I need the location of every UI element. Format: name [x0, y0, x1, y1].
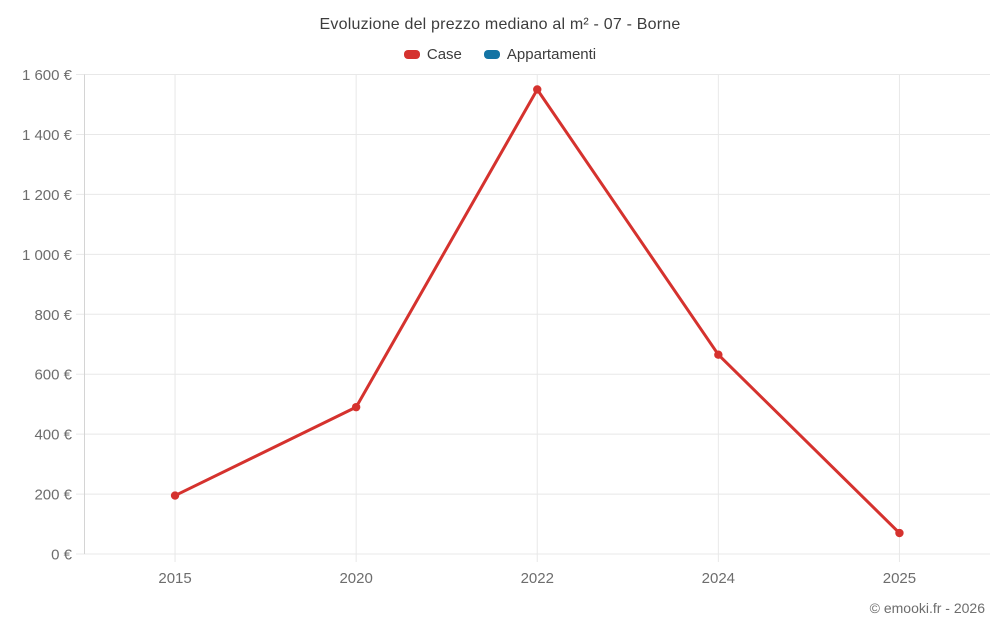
y-axis-tick-label: 1 200 €: [22, 187, 73, 204]
legend-swatch-appartamenti: [483, 50, 500, 59]
chart-legend: Case Appartamenti: [0, 46, 1000, 63]
y-axis-tick-label: 1 600 €: [22, 67, 73, 84]
y-axis-tick-label: 600 €: [34, 367, 72, 384]
x-axis-tick-label: 2025: [883, 570, 916, 587]
data-point-case-2024[interactable]: [714, 350, 723, 359]
legend-label-case: Case: [426, 46, 462, 63]
y-axis-tick-label: 0 €: [51, 547, 73, 564]
y-axis-tick-label: 1 000 €: [22, 247, 73, 264]
copyright-credit[interactable]: © emooki.fr - 2026: [869, 600, 985, 616]
legend-item-appartamenti[interactable]: Appartamenti: [483, 46, 597, 63]
data-point-case-2020[interactable]: [351, 402, 361, 412]
legend-item-case[interactable]: Case: [403, 46, 462, 63]
data-point-case-2022[interactable]: [533, 85, 542, 94]
data-point-case-2025[interactable]: [895, 528, 904, 538]
y-axis-tick-label: 200 €: [34, 487, 72, 504]
x-axis-tick-label: 2024: [702, 570, 735, 587]
x-axis-tick-label: 2022: [521, 570, 554, 587]
y-axis-tick-label: 1 400 €: [22, 127, 73, 144]
x-axis-tick-label: 2020: [339, 570, 372, 587]
legend-label-appartamenti: Appartamenti: [506, 46, 597, 63]
data-point-case-2015[interactable]: [170, 491, 180, 500]
chart-title: Evoluzione del prezzo mediano al m² - 07…: [319, 16, 681, 33]
legend-swatch-case: [403, 50, 420, 59]
x-axis-tick-label: 2015: [158, 570, 191, 587]
y-axis-tick-label: 400 €: [34, 427, 72, 444]
y-axis-tick-label: 800 €: [34, 307, 72, 324]
